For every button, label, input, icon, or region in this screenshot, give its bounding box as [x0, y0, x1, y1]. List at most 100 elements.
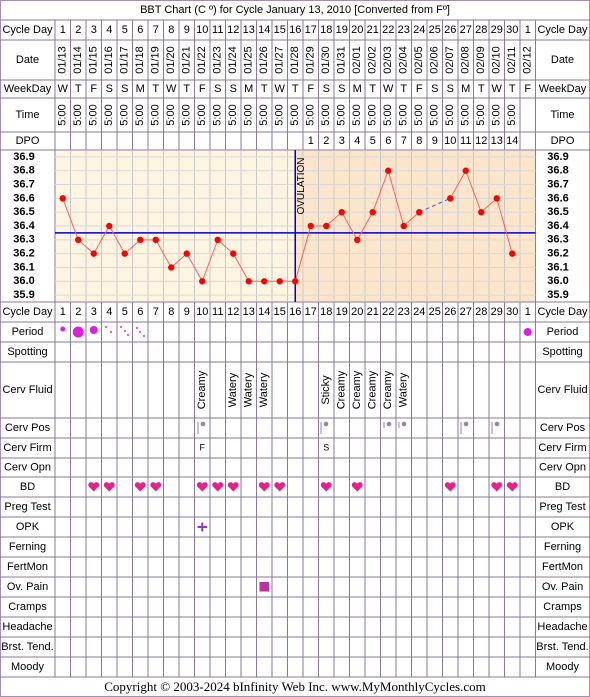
temp-point: [59, 195, 66, 202]
time: 5:00: [289, 104, 301, 125]
date: 01/30: [320, 46, 332, 74]
date: 01/16: [103, 46, 115, 74]
cerv-fluid: Creamy: [367, 370, 379, 409]
row-label: Headache: [537, 621, 587, 633]
cycle-day: 15: [274, 306, 286, 318]
dpo: 5: [370, 135, 376, 147]
weekday: T: [292, 83, 299, 95]
cycle-day: 7: [153, 306, 159, 318]
opk-icon: [197, 522, 207, 532]
date: 01/29: [305, 46, 317, 74]
cerv-fluid: Sticky: [320, 375, 332, 405]
cycle-day: 15: [274, 24, 286, 36]
time: 5:00: [274, 104, 286, 125]
time: 5:00: [258, 104, 270, 125]
date: 02/02: [367, 46, 379, 74]
cycle-day: 1: [525, 24, 531, 36]
cycle-day: 14: [258, 306, 270, 318]
cycle-day: 20: [351, 24, 363, 36]
row-label: OPK: [551, 521, 575, 533]
temp-point: [106, 222, 113, 230]
dpo: 7: [401, 135, 407, 147]
period-icon: [89, 326, 98, 334]
temp-point: [447, 195, 454, 202]
weekday: T: [369, 83, 376, 95]
temp-point: [75, 236, 82, 244]
cycle-day: 26: [444, 24, 456, 36]
cerv-firm: F: [200, 442, 206, 452]
y-tick-label: 36.3: [13, 234, 34, 246]
cerv-fluid: Watery: [243, 372, 255, 407]
cycle-day: 2: [75, 306, 81, 318]
cycle-day: 11: [212, 306, 223, 318]
temp-point: [137, 236, 144, 244]
date: 01/22: [196, 46, 208, 74]
cerv-fluid: Creamy: [196, 370, 208, 409]
weekday: F: [90, 83, 97, 95]
time: 5:00: [134, 104, 146, 125]
date: 02/01: [351, 46, 363, 74]
y-tick-label: 36.0: [547, 275, 568, 287]
cycle-day: 11: [212, 24, 223, 36]
y-tick-label: 36.1: [13, 261, 34, 273]
weekday: S: [121, 83, 128, 95]
date: 01/14: [72, 46, 84, 74]
cycle-day: 9: [184, 306, 190, 318]
cycle-day: 27: [460, 24, 472, 36]
temp-point: [183, 250, 190, 257]
cycle-day: 23: [398, 24, 410, 36]
temp-point: [462, 167, 469, 174]
cycle-day: 25: [429, 306, 441, 318]
cycle-day: 17: [305, 24, 317, 36]
row-label: BD: [555, 481, 570, 493]
cycle-day: 6: [137, 306, 143, 318]
y-tick-label: 36.5: [13, 206, 34, 218]
temp-point: [214, 236, 221, 244]
row-label: Cerv Pos: [5, 422, 51, 434]
y-tick-label: 35.9: [13, 289, 34, 301]
temp-point: [261, 278, 268, 285]
y-tick-label: 36.6: [547, 192, 568, 204]
cycle-day: 3: [91, 306, 97, 318]
date: 01/17: [119, 46, 131, 74]
weekday: S: [214, 83, 221, 95]
cycle-day: 28: [475, 306, 487, 318]
cycle-day: 28: [475, 24, 487, 36]
date: 01/15: [88, 46, 100, 74]
temp-point: [276, 278, 283, 285]
dpo: 12: [475, 135, 487, 147]
copyright: Copyright © 2003-2024 bInfinity Web Inc.…: [104, 679, 485, 694]
y-tick-label: 36.4: [547, 220, 569, 232]
time: 5:00: [150, 104, 162, 125]
time: 5:00: [429, 104, 441, 125]
cycle-day: 4: [106, 306, 112, 318]
weekday: W: [383, 83, 394, 95]
cycle-day: 14: [258, 24, 270, 36]
weekday: M: [136, 83, 145, 95]
chart-title: BBT Chart (C º) for Cycle January 13, 20…: [140, 4, 450, 16]
time: 5:00: [460, 104, 472, 125]
row-label: Cerv Firm: [3, 442, 51, 454]
period-icon: [72, 326, 84, 338]
cycle-day: 16: [289, 24, 301, 36]
row-label: Ferning: [544, 541, 581, 553]
row-label: BD: [20, 481, 35, 493]
time: 5:00: [367, 104, 379, 125]
period-icon: [60, 326, 66, 332]
row-label: Cerv Opn: [539, 461, 586, 473]
date: 02/11: [506, 47, 518, 74]
cycle-day: 21: [367, 24, 379, 36]
cycle-day: 1: [60, 24, 66, 36]
time: 5:00: [491, 104, 503, 125]
y-tick-label: 36.5: [547, 206, 568, 218]
weekday: S: [431, 83, 438, 95]
temp-point: [152, 236, 159, 244]
time: 5:00: [196, 104, 208, 125]
cycle-day: 30: [506, 24, 518, 36]
weekday: W: [492, 83, 503, 95]
date: 01/27: [274, 46, 286, 74]
cycle-day: 5: [122, 306, 128, 318]
date: 01/20: [165, 46, 177, 74]
weekday: S: [338, 83, 345, 95]
y-tick-label: 36.7: [13, 178, 34, 190]
